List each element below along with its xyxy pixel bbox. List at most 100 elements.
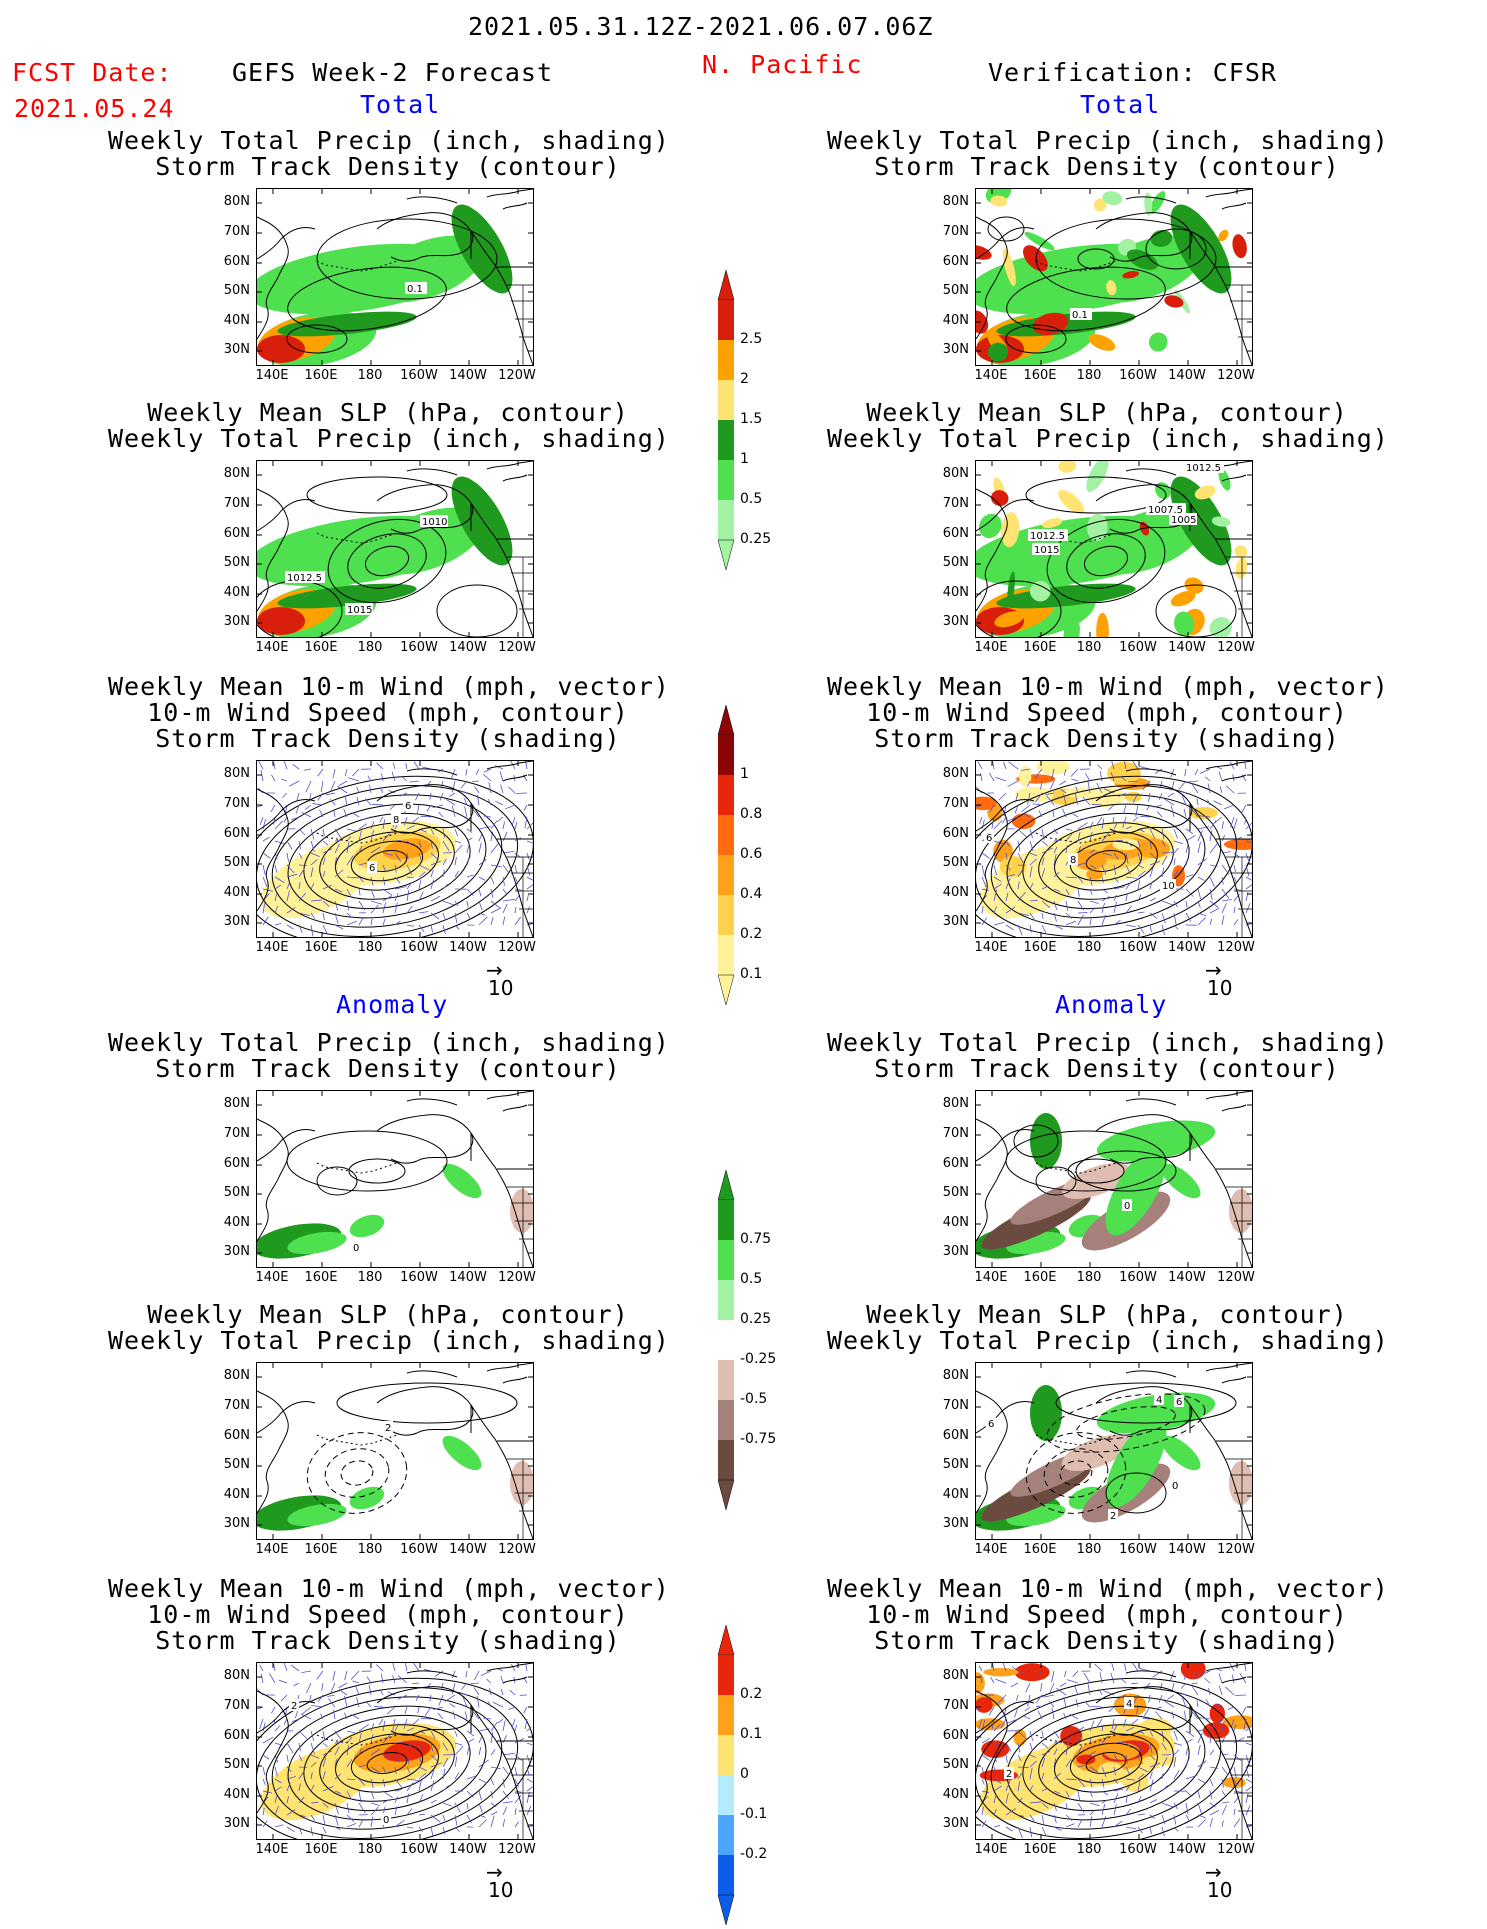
colorbar-segment bbox=[718, 420, 734, 460]
wind-vector bbox=[376, 1665, 383, 1671]
wind-vector bbox=[1198, 1819, 1206, 1827]
wind-vector bbox=[472, 781, 479, 782]
lon-tick-label: 180 bbox=[350, 368, 390, 383]
shading-cell bbox=[257, 335, 305, 363]
colorbar-segment bbox=[718, 300, 734, 340]
wind-vector bbox=[1042, 925, 1046, 933]
wind-vector bbox=[1090, 1816, 1092, 1827]
wind-vector bbox=[1172, 1683, 1174, 1691]
wind-vector bbox=[326, 793, 335, 795]
wind-vector bbox=[427, 805, 431, 811]
wind-vector bbox=[441, 1683, 443, 1690]
wind-vector bbox=[392, 772, 395, 781]
vector-ref-label: 10 bbox=[1207, 976, 1232, 1000]
map-canvas: 24 bbox=[976, 1663, 1252, 1839]
wind-vector bbox=[1246, 1779, 1252, 1782]
wind-vector bbox=[331, 781, 335, 791]
map-l-anom-slp: 2 bbox=[256, 1362, 534, 1540]
wind-vector bbox=[1114, 895, 1117, 901]
wind-vector bbox=[467, 1760, 469, 1767]
wind-vector bbox=[406, 763, 407, 769]
wind-vector bbox=[491, 877, 494, 884]
wind-vector bbox=[291, 1665, 299, 1671]
colorbar-segment bbox=[718, 340, 734, 380]
colorbar-label: 0 bbox=[740, 1766, 749, 1782]
wind-vector bbox=[1172, 1712, 1174, 1719]
wind-vector bbox=[1213, 801, 1222, 805]
lat-tick-label: 60N bbox=[935, 1728, 969, 1743]
wind-vector bbox=[527, 895, 528, 901]
wind-vector bbox=[347, 901, 349, 910]
wind-vector bbox=[1088, 1684, 1090, 1695]
lat-tick-label: 80N bbox=[935, 766, 969, 781]
wind-vector bbox=[1078, 1803, 1084, 1813]
colorbar-segment bbox=[718, 460, 734, 500]
wind-vector bbox=[1066, 1815, 1072, 1821]
wind-vector bbox=[982, 865, 985, 876]
vector-ref-label: 10 bbox=[1207, 1878, 1232, 1902]
r3-title: Weekly Mean 10-m Wind (mph, vector)10-m … bbox=[827, 674, 1387, 752]
lat-tick-label: 40N bbox=[216, 1487, 250, 1502]
wind-vector bbox=[1162, 1773, 1163, 1779]
wind-vector bbox=[1076, 1699, 1078, 1707]
wind-vector bbox=[1246, 865, 1249, 876]
wind-vector bbox=[1220, 786, 1222, 793]
wind-vector bbox=[1042, 1743, 1048, 1748]
wind-vector bbox=[1162, 852, 1174, 853]
wind-vector bbox=[323, 1815, 325, 1825]
shading-cell bbox=[257, 607, 305, 635]
colorbar-label: -0.1 bbox=[740, 1806, 767, 1822]
wind-vector bbox=[1030, 1743, 1033, 1751]
colorbar-segment bbox=[718, 775, 734, 815]
wind-vector bbox=[1208, 784, 1210, 793]
shading-cell bbox=[1142, 1755, 1176, 1765]
lon-tick-label: 160W bbox=[1118, 1842, 1158, 1857]
wind-vector bbox=[515, 907, 516, 913]
wind-vector bbox=[395, 840, 401, 841]
wind-vector bbox=[416, 1695, 419, 1701]
colorbar-label: 1 bbox=[740, 766, 749, 782]
wind-vector bbox=[1138, 912, 1145, 913]
l4-title: Weekly Total Precip (inch, shading)Storm… bbox=[108, 1030, 668, 1082]
lon-tick-label: 140E bbox=[971, 1842, 1011, 1857]
wind-vector bbox=[994, 1825, 1000, 1827]
wind-vector bbox=[526, 1665, 527, 1671]
lat-tick-label: 80N bbox=[216, 766, 250, 781]
wind-vector bbox=[419, 1781, 421, 1791]
wind-vector bbox=[467, 1791, 473, 1798]
contour-line bbox=[307, 477, 447, 513]
lon-tick-label: 140E bbox=[252, 1542, 292, 1557]
wind-vector bbox=[1030, 925, 1031, 932]
wind-vector bbox=[371, 1803, 380, 1806]
colorbar-segment bbox=[718, 1280, 734, 1320]
vector-ref-label: 10 bbox=[488, 976, 513, 1000]
wind-vector bbox=[1234, 1809, 1235, 1815]
wind-vector bbox=[347, 1823, 356, 1827]
contour-label: 0 bbox=[383, 1815, 389, 1826]
wind-vector bbox=[1100, 771, 1102, 781]
wind-vector bbox=[527, 1779, 533, 1783]
lat-tick-label: 40N bbox=[935, 885, 969, 900]
colorbar-label: 0.8 bbox=[740, 806, 762, 822]
region-title: N. Pacific bbox=[702, 50, 863, 79]
l1-title: Weekly Total Precip (inch, shading)Storm… bbox=[108, 128, 668, 180]
wind-vector bbox=[479, 1779, 487, 1783]
wind-vector bbox=[491, 1812, 497, 1815]
lon-tick-label: 120W bbox=[1216, 640, 1256, 655]
wind-vector bbox=[503, 851, 514, 853]
wind-vector bbox=[1215, 817, 1222, 823]
wind-vector bbox=[1090, 1706, 1102, 1707]
wind-vector bbox=[467, 855, 470, 865]
wind-vector bbox=[503, 1802, 513, 1803]
wind-vector bbox=[371, 901, 382, 904]
shading-cell bbox=[1205, 613, 1236, 637]
lat-tick-label: 80N bbox=[935, 1368, 969, 1383]
wind-vector bbox=[1174, 1803, 1177, 1809]
colorbar-segment bbox=[718, 1815, 734, 1855]
wind-vector bbox=[455, 1746, 463, 1755]
wind-vector bbox=[503, 904, 507, 913]
lat-tick-label: 50N bbox=[216, 1185, 250, 1200]
wind-vector bbox=[465, 1711, 467, 1719]
